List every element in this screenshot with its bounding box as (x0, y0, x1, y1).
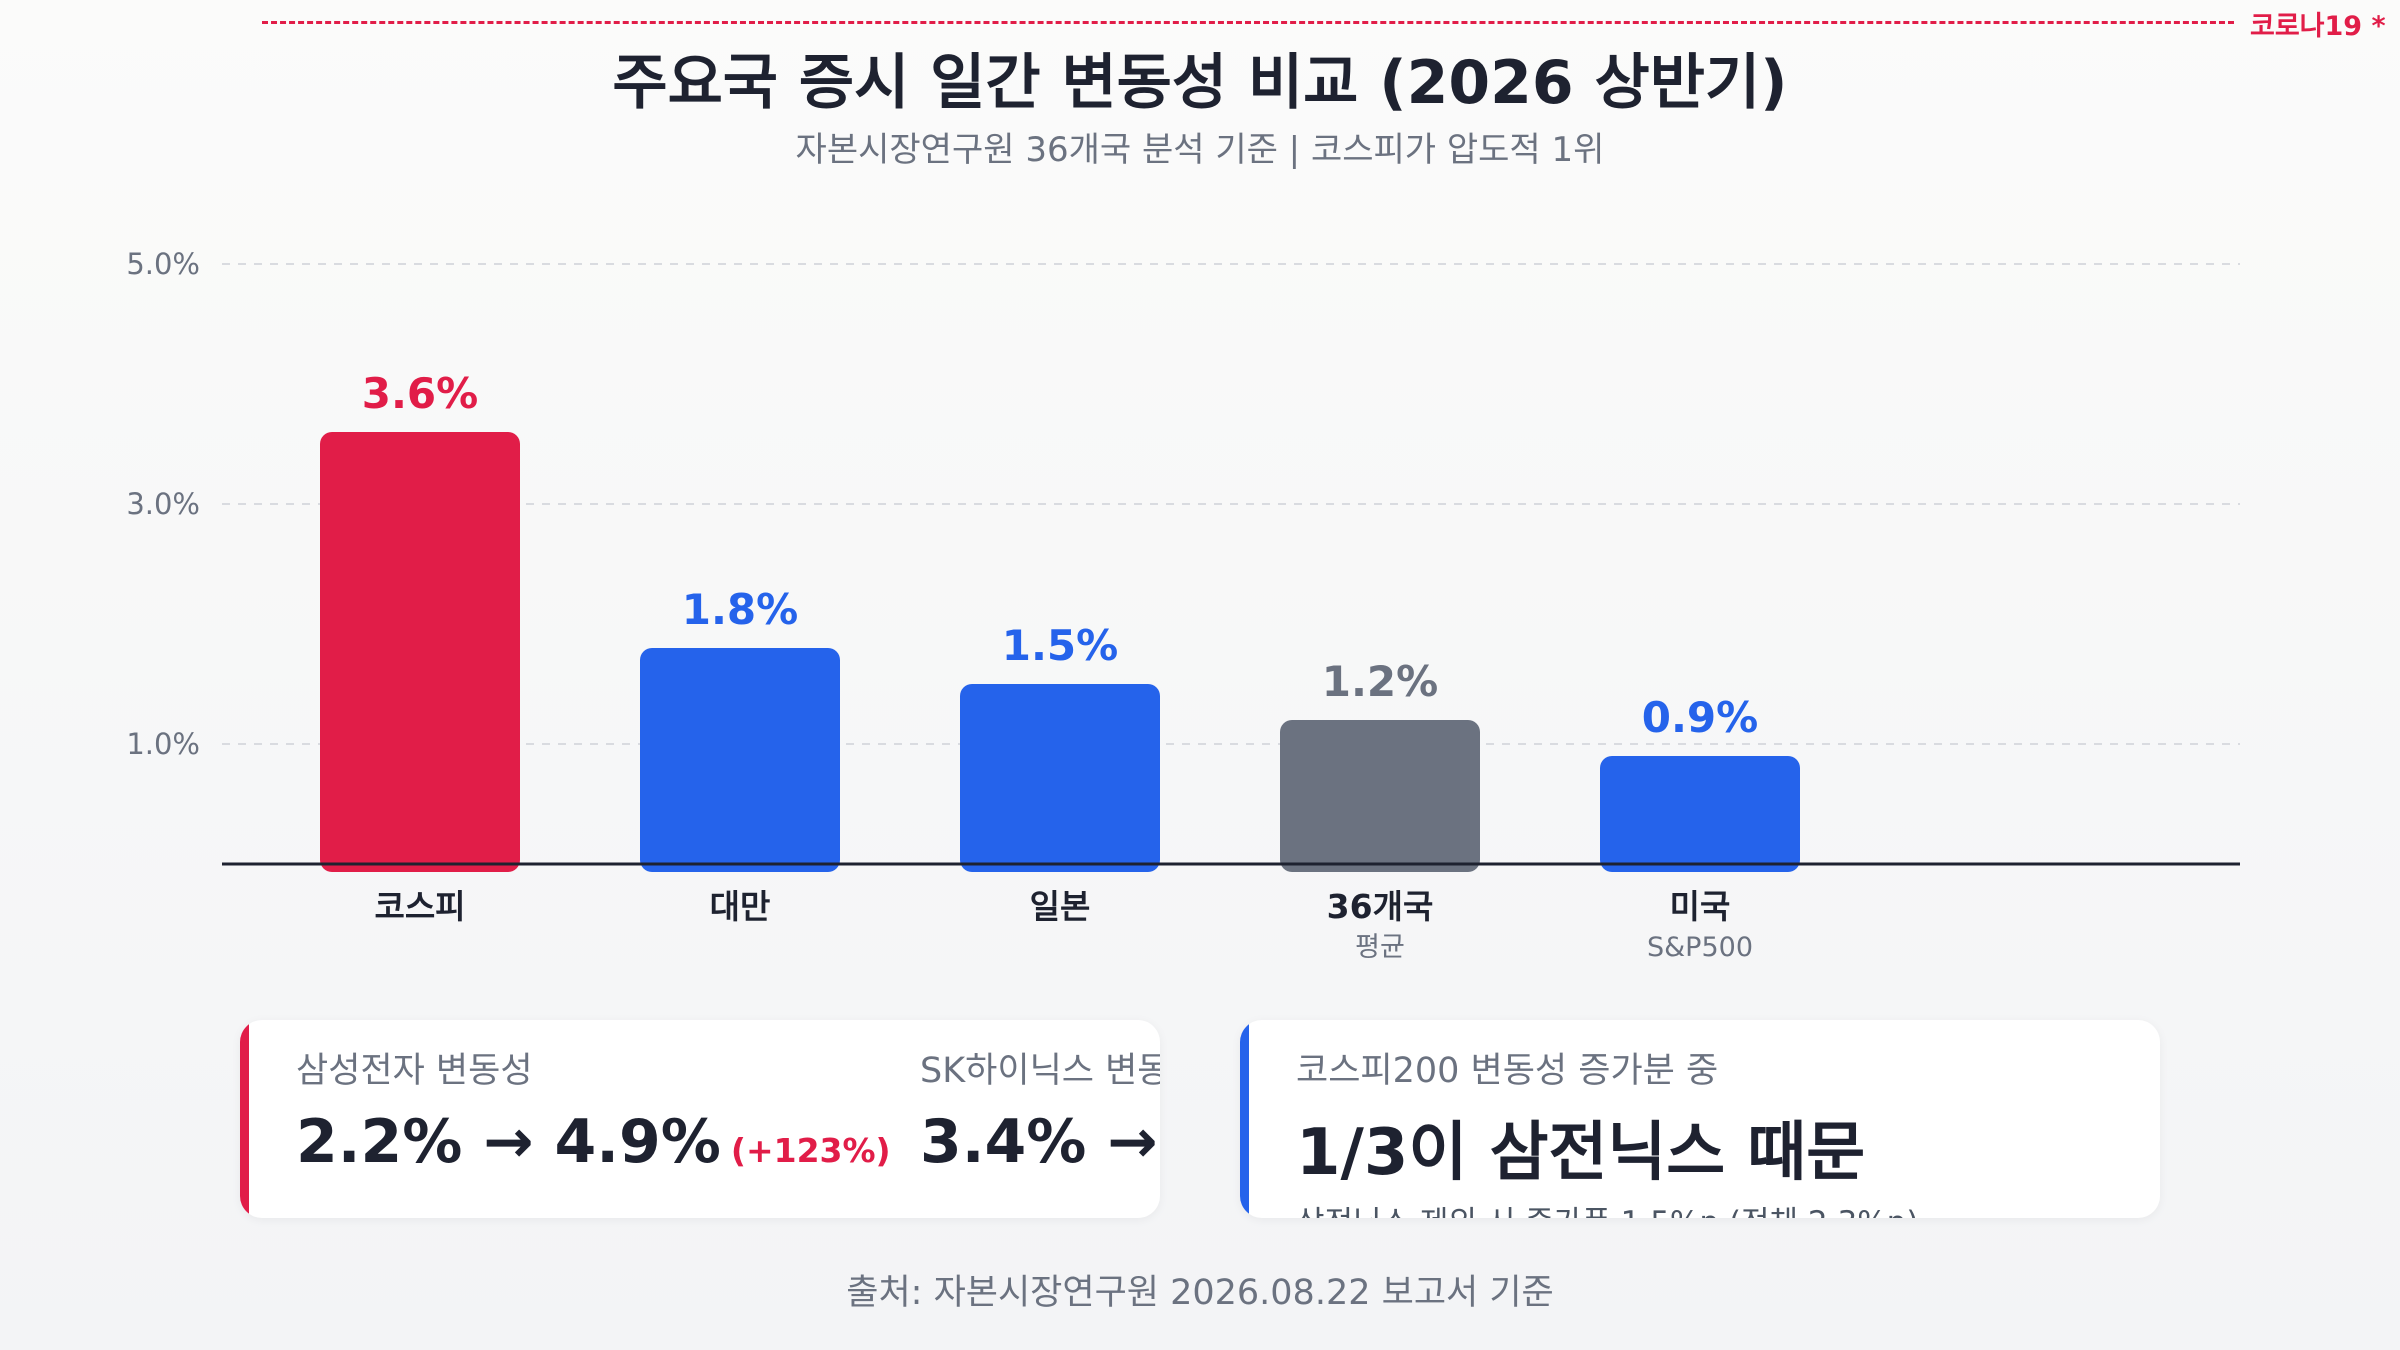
reference-line-label: 코로나19 * (2250, 11, 2386, 42)
source-note: 출처: 자본시장연구원 2026.08.22 보고서 기준 (846, 1273, 1554, 1313)
category-sublabel: 평균 (1355, 932, 1405, 963)
stat-value: 3.4% → 5.6 (920, 1107, 1160, 1177)
value-label: 3.6% (362, 369, 478, 418)
stock-volatility-card: 삼성전자 변동성 2.2% → 4.9%(+123%) SK하이닉스 변동성 3… (240, 1020, 1160, 1218)
bar (640, 648, 840, 872)
card-accent-stripe (240, 1020, 249, 1218)
bar-chart: 1.0% 3.0% 5.0% 3.6% 코스피 1.8% 대만 1.5% 일본 1.2% 36개국평… (126, 247, 2240, 963)
stat-value-text: 2.2% → 4.9% (296, 1107, 721, 1177)
stat-label: 코스피200 변동성 증가분 중 (1296, 1051, 1719, 1091)
card-accent-stripe (1240, 1020, 1249, 1218)
stat-change: (+123%) (730, 1131, 891, 1170)
value-label: 1.5% (1002, 621, 1118, 670)
category-label: 일본 (1030, 887, 1091, 926)
category-label: 코스피 (374, 887, 465, 926)
sk-hynix-stat: SK하이닉스 변동성 3.4% → 5.6 (920, 1042, 1160, 1177)
category-sublabel: S&P500 (1647, 932, 1753, 963)
chart-title: 주요국 증시 일간 변동성 비교 (2026 상반기) (612, 48, 1788, 118)
bar (1280, 720, 1480, 872)
value-label: 1.8% (682, 585, 798, 634)
stat-value: 2.2% → 4.9% (+123%) (296, 1107, 891, 1177)
bar (1600, 756, 1800, 872)
category-label: 대만 (710, 887, 771, 926)
y-tick-label: 3.0% (126, 487, 200, 521)
y-tick-label: 5.0% (126, 247, 200, 281)
value-label: 0.9% (1642, 693, 1758, 742)
bar (320, 432, 520, 872)
reference-line (262, 21, 2234, 24)
stat-label: 삼성전자 변동성 (296, 1051, 533, 1091)
chart-subtitle: 자본시장연구원 36개국 분석 기준 | 코스피가 압도적 1위 (795, 130, 1605, 170)
stat-value: 1/3이 삼전닉스 때문 (1296, 1116, 1866, 1190)
contribution-stat: 코스피200 변동성 증가분 중 1/3이 삼전닉스 때문 삼전닉스 제외 시 … (1296, 1042, 1918, 1218)
bar (960, 684, 1160, 872)
stat-value-text: 3.4% → 5.6 (920, 1107, 1160, 1177)
stat-note: 삼전닉스 제외 시 증가폭 1.5%p (전체 2.3%p) (1296, 1197, 1918, 1218)
contribution-card: 코스피200 변동성 증가분 중 1/3이 삼전닉스 때문 삼전닉스 제외 시 … (1240, 1020, 2160, 1218)
category-label: 36개국 (1327, 887, 1434, 926)
stat-label: SK하이닉스 변동성 (920, 1051, 1160, 1091)
category-label: 미국 (1670, 887, 1731, 926)
samsung-stat: 삼성전자 변동성 2.2% → 4.9% (+123%) (296, 1042, 891, 1177)
value-label: 1.2% (1322, 657, 1438, 706)
y-tick-label: 1.0% (126, 727, 200, 761)
